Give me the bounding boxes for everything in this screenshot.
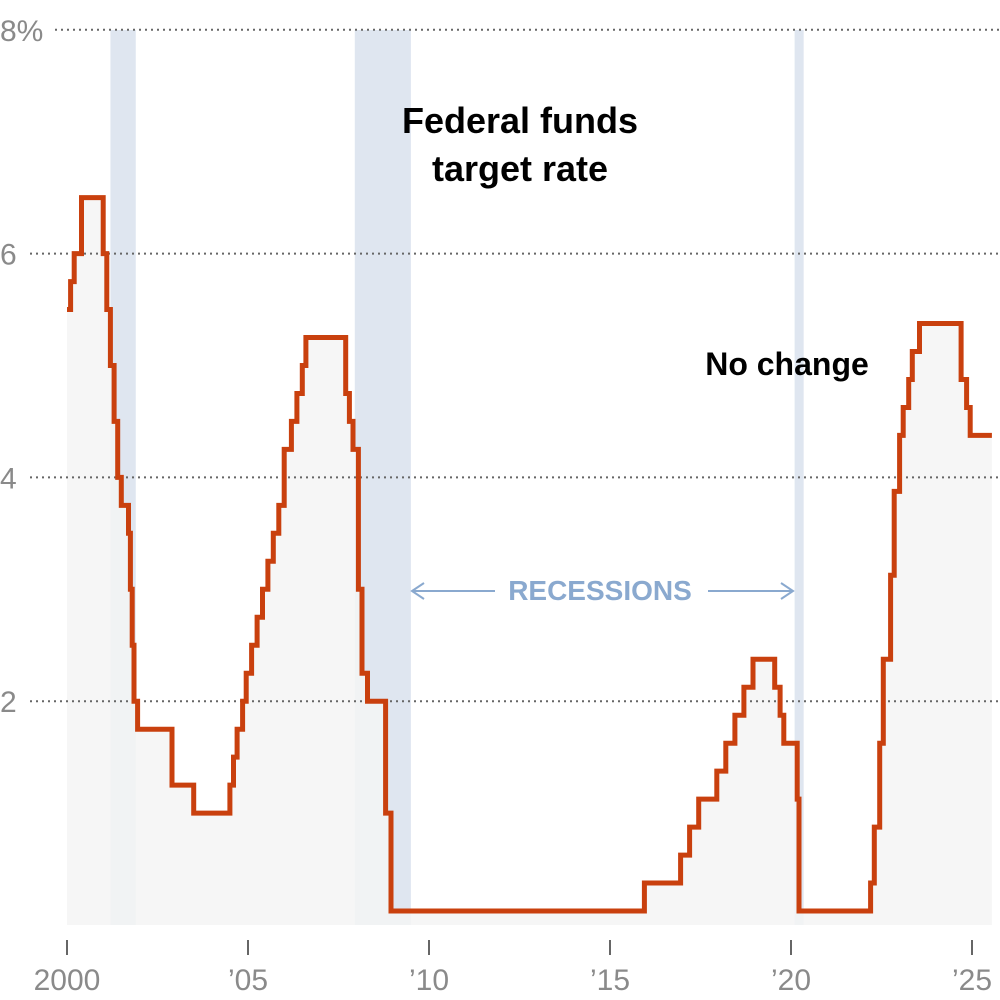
recessions-arrow-right-icon (780, 582, 795, 600)
chart-title-line-2: target rate (432, 148, 608, 189)
x-tick-label-2020: ’20 (771, 964, 811, 997)
rate-area (67, 197, 992, 926)
x-axis-ticks: 2000 ’05 ’10 ’15 ’20 ’25 (34, 940, 992, 997)
chart-title: Federal funds target rate (402, 100, 638, 189)
x-tick-label-2005: ’05 (228, 964, 268, 997)
recessions-arrow-left-icon (410, 582, 425, 600)
annotations: No change RECESSIONS (410, 346, 869, 606)
x-tick-label-2015: ’15 (590, 964, 630, 997)
rate-line (67, 195, 992, 914)
rate-line-path (67, 195, 992, 914)
y-tick-label-6: 6 (0, 239, 17, 272)
x-tick-label-2010: ’10 (409, 964, 449, 997)
y-tick-label-4: 4 (0, 462, 17, 495)
x-tick-label-2025: ’25 (952, 964, 992, 997)
gridlines (30, 28, 1000, 703)
y-tick-label-8: 8% (0, 15, 43, 48)
x-tick-label-2000: 2000 (34, 964, 101, 997)
rate-area-fill (67, 197, 992, 926)
chart-title-line-1: Federal funds (402, 100, 638, 141)
no-change-annotation: No change (705, 346, 869, 382)
recessions-label: RECESSIONS (508, 575, 692, 606)
y-axis-ticks: 8% 6 4 2 (0, 15, 43, 719)
y-tick-label-2: 2 (0, 686, 17, 719)
